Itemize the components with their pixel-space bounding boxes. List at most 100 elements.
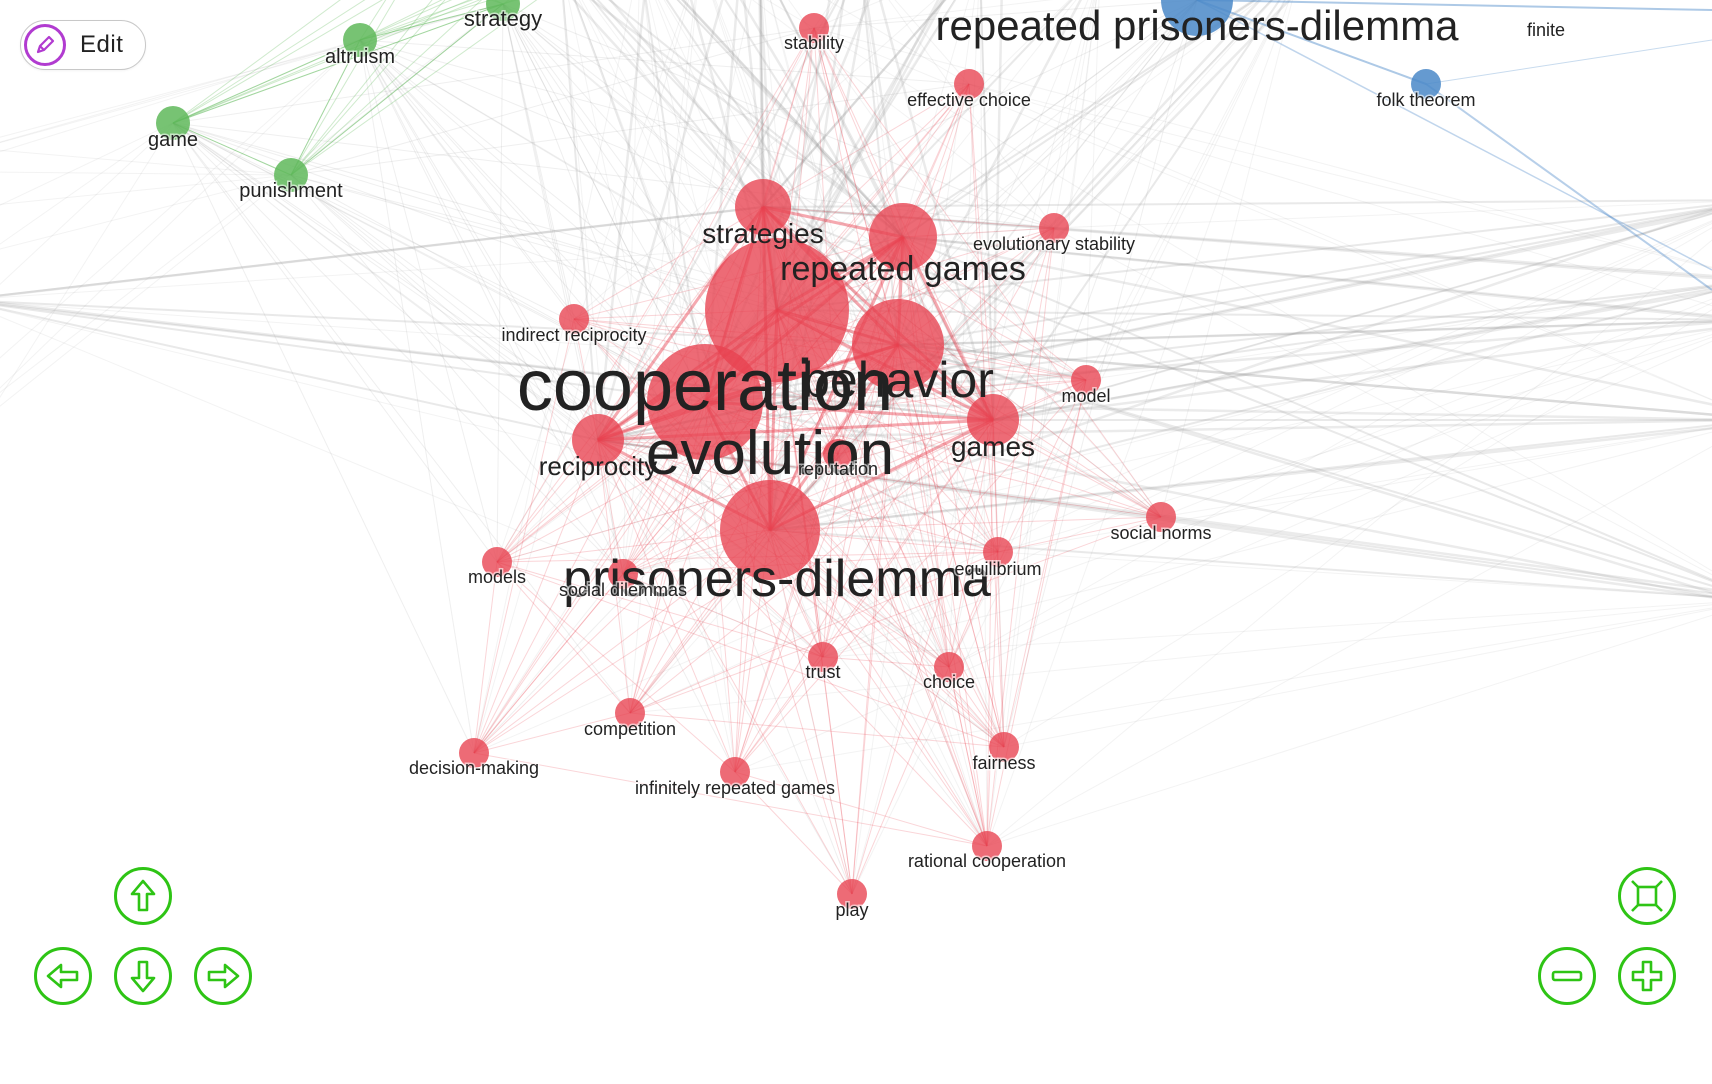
node-models[interactable] (482, 547, 512, 577)
gray-edge (968, 83, 1712, 269)
node-cooperation[interactable] (647, 344, 763, 460)
edit-button[interactable]: Edit (20, 20, 146, 70)
gray-edge (172, 122, 475, 754)
node-game[interactable] (156, 106, 190, 140)
node-label-altruism: altruism (325, 46, 395, 68)
node-folk-theorem[interactable] (1411, 69, 1441, 99)
gray-edge (665, 0, 899, 346)
gray-edge (0, 39, 361, 143)
node-model[interactable] (1071, 365, 1101, 395)
node-punishment[interactable] (274, 158, 308, 192)
gray-edge (0, 122, 174, 399)
red-edge (473, 419, 994, 754)
node-infinitely-repeated-games[interactable] (720, 757, 750, 787)
node-fairness[interactable] (989, 732, 1019, 762)
gray-edge (997, 551, 1712, 598)
green-edge (290, 0, 433, 176)
node-social-dilemmas[interactable] (608, 559, 638, 589)
gray-edge (902, 0, 1258, 238)
gray-edge (568, 0, 736, 773)
gray-edge (0, 3, 504, 394)
node-decision-making[interactable] (459, 738, 489, 768)
gray-edge (597, 285, 1712, 441)
gray-edge (766, 0, 815, 29)
node-reputation[interactable] (823, 439, 853, 469)
node-strategies[interactable] (735, 179, 791, 235)
gray-edge (290, 174, 824, 658)
node-equilibrium[interactable] (983, 537, 1013, 567)
red-edge (902, 236, 999, 553)
node-label-rational-cooperation: rational cooperation (908, 851, 1066, 871)
pan-right-button[interactable] (194, 947, 252, 1005)
node-label-effective-choice: effective choice (907, 90, 1031, 110)
gray-edge (1053, 0, 1096, 229)
node-label-behavior: behavior (802, 352, 994, 408)
gray-edge (622, 0, 752, 575)
node-competition[interactable] (615, 698, 645, 728)
gray-edge (865, 0, 905, 238)
red-edge (776, 309, 853, 895)
gray-edge (290, 174, 599, 441)
red-edge (837, 419, 994, 455)
gray-edge (902, 235, 1712, 406)
gray-edge (597, 438, 1712, 591)
node-rational-cooperation[interactable] (972, 831, 1002, 861)
node-trust[interactable] (808, 642, 838, 672)
red-edge (704, 401, 950, 668)
gray-edge (768, 0, 845, 531)
pan-up-button[interactable] (114, 867, 172, 925)
zoom-in-button[interactable] (1618, 947, 1676, 1005)
node-social-norms[interactable] (1146, 502, 1176, 532)
red-edge (776, 309, 1005, 748)
gray-edge (822, 431, 1712, 658)
node-strategy[interactable] (486, 0, 520, 21)
node-repeated-prisoners-dilemma[interactable] (1161, 0, 1233, 36)
gray-edge (986, 614, 1712, 847)
red-edge (813, 27, 839, 455)
red-edge (992, 419, 1162, 518)
red-edge (622, 551, 999, 575)
gray-edge (622, 0, 1198, 575)
red-edge (902, 236, 1162, 518)
gray-edge (608, 0, 899, 346)
node-evolutionary-stability[interactable] (1039, 213, 1069, 243)
node-play[interactable] (837, 879, 867, 909)
blue-edge (1425, 39, 1712, 85)
pan-left-button[interactable] (34, 947, 92, 1005)
gray-edge (980, 0, 994, 421)
node-stability[interactable] (799, 13, 829, 43)
red-edge (851, 344, 899, 895)
gray-edge (992, 212, 1712, 421)
pan-down-button[interactable] (114, 947, 172, 1005)
gray-edge (992, 0, 1281, 421)
gray-edge (813, 0, 1198, 29)
gray-edge (1160, 0, 1293, 518)
gray-edge (776, 309, 1712, 321)
red-edge (473, 344, 899, 754)
node-reciprocity[interactable] (572, 414, 624, 466)
gray-edge (776, 0, 1073, 311)
red-edge (622, 344, 899, 575)
gray-edge (502, 3, 1087, 381)
gray-edge (822, 0, 1089, 658)
node-prisoners-dilemma[interactable] (705, 238, 849, 382)
node-games[interactable] (967, 394, 1019, 446)
node-repeated-games[interactable] (869, 203, 937, 271)
gray-edge (0, 174, 292, 250)
node-indirect-reciprocity[interactable] (559, 304, 589, 334)
node-behavior[interactable] (852, 299, 944, 391)
fit-to-screen-button[interactable] (1618, 867, 1676, 925)
node-evolution[interactable] (720, 480, 820, 580)
gray-edge (768, 0, 867, 531)
red-edge (822, 344, 899, 658)
node-choice[interactable] (934, 652, 964, 682)
red-edge (768, 236, 905, 531)
red-edge (573, 318, 1162, 518)
node-label-cooperation: cooperation (517, 346, 893, 426)
node-effective-choice[interactable] (954, 69, 984, 99)
node-altruism[interactable] (343, 23, 377, 57)
zoom-out-button[interactable] (1538, 947, 1596, 1005)
red-edge (734, 344, 899, 773)
